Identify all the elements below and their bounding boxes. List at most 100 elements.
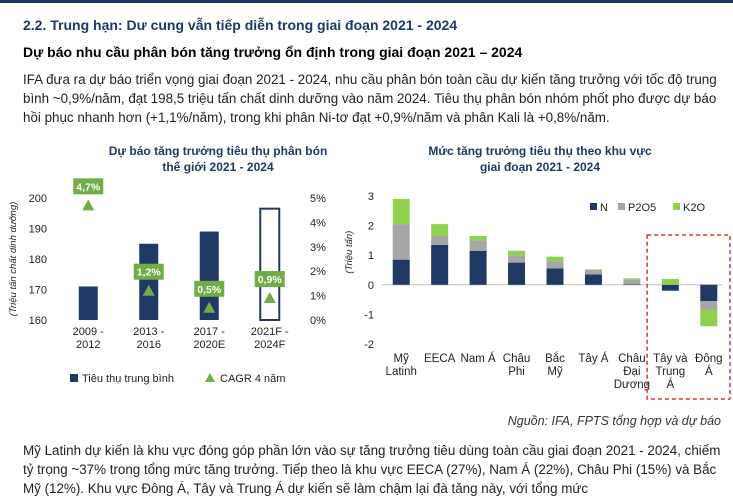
bar-segment-k2o — [661, 278, 679, 285]
bar-segment-p2o5 — [623, 279, 641, 285]
x-tick-label: 2020E — [193, 339, 225, 351]
chart-right-title: Mức tăng trưởng tiêu thụ theo khu vực gi… — [390, 143, 690, 175]
x-tick-label: Trung — [656, 366, 686, 378]
chart-left-title-line2: thế giới 2021 - 2024 — [162, 160, 274, 174]
x-tick-label: Tây và — [653, 353, 688, 365]
x-tick-label: Bắc — [545, 352, 565, 365]
chart-right-title-line1: Mức tăng trưởng tiêu thụ theo khu vực — [428, 144, 652, 158]
legend-label-consumption: Tiêu thụ trung bình — [82, 373, 174, 385]
x-tick-label: 2021F - — [251, 326, 289, 338]
cagr-label-box — [254, 271, 285, 288]
bar-segment-k2o — [584, 269, 602, 270]
x-tick-label: Đại — [623, 366, 640, 378]
bar-segment-p2o5 — [584, 270, 602, 275]
y-tick-label: 170 — [29, 285, 47, 297]
x-tick-label: Tây Á — [578, 352, 608, 365]
bar-segment-n — [431, 244, 449, 285]
x-tick-label: 2017 - — [194, 326, 226, 338]
legend-label-p2o5: P2O5 — [628, 202, 656, 214]
legend-swatch-consumption — [70, 374, 78, 382]
x-tick-label: Á — [705, 365, 713, 378]
cagr-marker — [82, 199, 95, 211]
bar-segment-p2o5 — [546, 261, 564, 269]
section-title: 2.2. Trung hạn: Dư cung vẫn tiếp diễn tr… — [23, 17, 458, 33]
bar-segment-k2o — [546, 256, 564, 262]
legend-swatch-p2o5 — [618, 203, 625, 210]
y-tick-label: -1 — [364, 309, 374, 321]
chart-left-title-line1: Dự báo tăng trưởng tiêu thụ phân bón — [108, 144, 328, 158]
bar-segment-n — [584, 274, 602, 285]
y-tick-label: 190 — [29, 224, 47, 236]
y-tick-label: 1 — [368, 250, 374, 262]
x-tick-label: Châu — [618, 353, 646, 365]
bar-segment-n — [392, 259, 410, 285]
y2-tick-label: 2% — [310, 266, 326, 278]
x-tick-label: EECA — [424, 353, 456, 365]
bar-segment-p2o5 — [392, 224, 410, 260]
bar-segment-n — [661, 284, 679, 291]
cagr-label: 0,9% — [258, 274, 283, 286]
header-rule — [0, 0, 733, 3]
source-note: Nguồn: IFA, FPTS tổng hợp và dự báo — [507, 414, 721, 428]
bar-segment-p2o5 — [508, 255, 526, 263]
y-tick-label: 160 — [29, 315, 47, 327]
bar — [78, 286, 98, 320]
bar-segment-k2o — [700, 309, 718, 327]
legend-label-cagr: CAGR 4 năm — [220, 373, 285, 385]
bar-segment-p2o5 — [469, 240, 487, 251]
paragraph-intro: IFA đưa ra dự báo triển vọng giai đoạn 2… — [23, 72, 717, 125]
x-tick-label: Mỹ — [394, 353, 410, 365]
legend-label-n: N — [600, 202, 608, 214]
y2-tick-label: 1% — [310, 291, 326, 303]
x-tick-label: Phi — [508, 366, 525, 378]
cagr-label-box — [194, 280, 225, 297]
cagr-marker — [142, 284, 155, 296]
y2-tick-label: 5% — [310, 193, 326, 205]
x-tick-label: 2016 — [137, 339, 161, 351]
chart-left-consumption: 160 170 180 190 200 0% 1% 2% 3% 4% 5% (Triệu tấn ch… — [8, 178, 326, 385]
x-tick-label: 2024F — [254, 339, 285, 351]
legend-swatch-k2o — [673, 203, 680, 210]
chart-right-title-line2: giai đoạn 2021 - 2024 — [479, 160, 601, 174]
bar-segment-n — [623, 284, 641, 285]
y2-tick-label: 0% — [310, 315, 326, 327]
legend-swatch-n — [590, 203, 597, 210]
cagr-marker — [263, 292, 276, 304]
bar-forecast — [259, 207, 281, 321]
y-tick-label: -2 — [364, 339, 374, 351]
cagr-label: 1,2% — [137, 267, 162, 279]
bar-segment-p2o5 — [700, 301, 718, 310]
cagr-label-box — [73, 178, 104, 195]
bar-segment-p2o5 — [431, 235, 449, 245]
bar-segment-n — [700, 284, 718, 302]
cagr-label: 4,7% — [76, 181, 101, 193]
bar-segment-n — [469, 250, 487, 285]
y-tick-label: 0 — [368, 280, 374, 292]
bar-segment-k2o — [431, 224, 449, 236]
sub-title: Dự báo nhu cầu phân bón tăng trưởng ổn đ… — [23, 44, 523, 60]
x-tick-label: Nam Á — [461, 352, 496, 365]
legend-swatch-cagr — [205, 373, 215, 382]
bar-segment-k2o — [508, 250, 526, 256]
bar — [139, 243, 159, 320]
chart-left-title: Dự báo tăng trưởng tiêu thụ phân bón thế… — [98, 143, 338, 175]
x-tick-label: Dương — [614, 379, 650, 391]
bar-segment-n — [508, 262, 526, 285]
y2-tick-label: 4% — [310, 217, 326, 229]
bar — [199, 231, 219, 320]
x-tick-label: Mỹ — [547, 366, 563, 378]
paragraph-regions: Mỹ Latinh dự kiến là khu vực đóng góp ph… — [23, 443, 721, 496]
x-tick-label: 2009 - — [73, 326, 105, 338]
y-tick-label: 2 — [368, 221, 374, 233]
x-tick-label: Đông — [695, 353, 723, 365]
cagr-label: 0,5% — [197, 284, 222, 296]
x-tick-label: 2012 — [76, 339, 100, 351]
y-tick-label: 3 — [368, 191, 374, 203]
y-axis-label: (Triệu tấn chất dinh dưỡng) — [8, 202, 19, 317]
y2-tick-label: 3% — [310, 242, 326, 254]
bar-segment-k2o — [623, 278, 641, 280]
y-tick-label: 180 — [29, 254, 47, 266]
x-tick-label: 2013 - — [133, 326, 165, 338]
cagr-label-box — [133, 263, 164, 280]
